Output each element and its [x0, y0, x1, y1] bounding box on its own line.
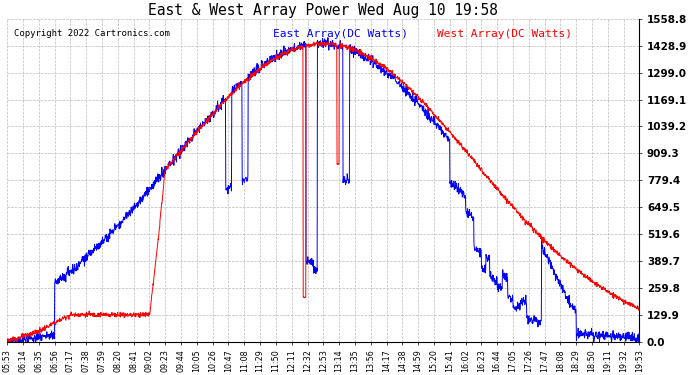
Text: West Array(DC Watts): West Array(DC Watts)	[437, 28, 572, 39]
Text: Copyright 2022 Cartronics.com: Copyright 2022 Cartronics.com	[14, 28, 170, 38]
Text: East Array(DC Watts): East Array(DC Watts)	[273, 28, 408, 39]
Title: East & West Array Power Wed Aug 10 19:58: East & West Array Power Wed Aug 10 19:58	[148, 3, 498, 18]
